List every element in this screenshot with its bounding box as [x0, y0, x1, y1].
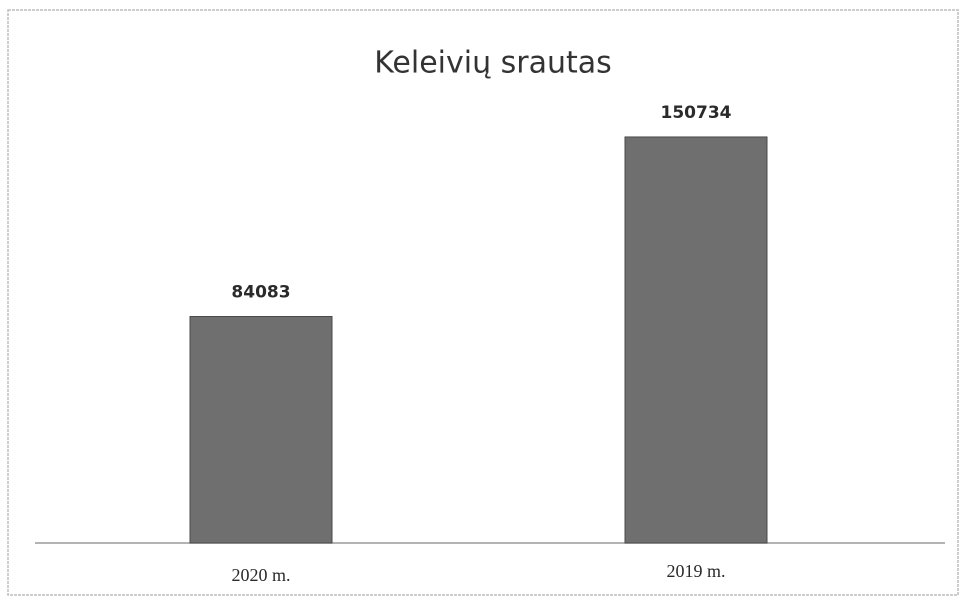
bar	[189, 316, 333, 544]
chart-title: Keleivių srautas	[374, 46, 612, 81]
bar	[624, 136, 768, 544]
data-label: 84083	[231, 283, 290, 303]
chart-frame	[7, 9, 959, 596]
x-tick-label: 2019 m.	[666, 561, 725, 581]
data-label: 150734	[661, 103, 732, 123]
x-tick-label: 2020 m.	[231, 565, 290, 585]
